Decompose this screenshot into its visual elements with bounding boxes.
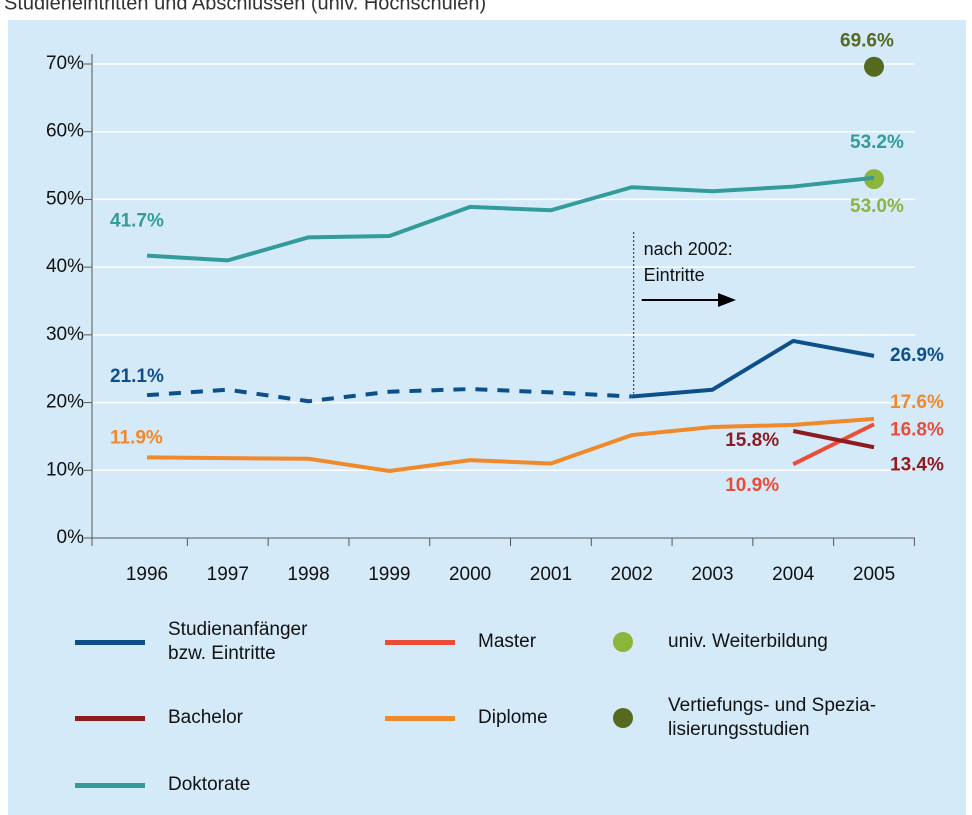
series-line <box>146 387 632 404</box>
data-label: 16.8% <box>890 419 944 440</box>
data-label: 53.2% <box>850 132 904 153</box>
data-label: 13.4% <box>890 454 944 475</box>
legend-key <box>385 630 455 654</box>
series-line <box>146 416 875 473</box>
y-tick-label: 10% <box>46 459 84 480</box>
x-tick-label: 2003 <box>691 564 733 585</box>
legend-key <box>75 773 145 797</box>
data-label: 15.8% <box>725 430 779 451</box>
data-label: 53.0% <box>850 196 904 217</box>
x-tick-label: 2005 <box>853 564 895 585</box>
legend-label: Diplome <box>478 707 548 728</box>
chart-title: Studieneintritten und Abschlüssen (univ.… <box>4 0 486 14</box>
legend-key <box>613 706 633 730</box>
series-line <box>631 338 875 399</box>
legend-item: Master <box>385 618 536 666</box>
legend-item: Doktorate <box>75 761 250 809</box>
x-tick-label: 2000 <box>449 564 491 585</box>
legend-label: Vertiefungs- und Spezia- lisierungsstudi… <box>668 695 877 740</box>
legend-item: univ. Weiterbildung <box>613 618 828 666</box>
data-label: 41.7% <box>110 211 164 232</box>
legend-item: Bachelor <box>75 694 243 742</box>
legend-item: Diplome <box>385 694 548 742</box>
data-label: 11.9% <box>110 427 163 448</box>
data-label: 26.9% <box>890 345 944 366</box>
legend-swatch <box>385 716 455 721</box>
y-tick-label: 50% <box>46 188 84 209</box>
annotation-arrowhead <box>718 293 736 307</box>
legend-swatch <box>613 632 633 652</box>
annotation: nach 2002: Eintritte <box>644 239 733 285</box>
panel <box>8 20 966 815</box>
legend-swatch <box>385 640 455 645</box>
y-tick-label: 40% <box>46 256 84 277</box>
legend-item: Vertiefungs- und Spezia- lisierungsstudi… <box>613 694 876 742</box>
y-tick-label: 0% <box>57 527 85 548</box>
legend-key <box>385 706 455 730</box>
legend-key <box>75 706 145 730</box>
x-tick-label: 1997 <box>207 564 249 585</box>
data-label: 17.6% <box>890 392 944 413</box>
legend-swatch <box>613 708 633 728</box>
legend-label: Bachelor <box>168 707 243 728</box>
series-marker <box>864 56 885 77</box>
x-tick-label: 1998 <box>287 564 329 585</box>
series-line <box>792 429 875 450</box>
data-label: 69.6% <box>840 31 894 52</box>
legend-label: Studienanfänger bzw. Eintritte <box>168 619 308 664</box>
x-tick-label: 1999 <box>368 564 410 585</box>
x-tick-label: 2002 <box>611 564 653 585</box>
legend-item: Studienanfänger bzw. Eintritte <box>75 618 307 666</box>
series-line <box>792 422 875 466</box>
series-line <box>146 175 875 263</box>
legend-label: Doktorate <box>168 774 251 795</box>
legend-key <box>613 630 633 654</box>
legend-label: univ. Weiterbildung <box>668 631 828 652</box>
legend-key <box>75 630 145 654</box>
x-tick-label: 1996 <box>126 564 168 585</box>
legend-swatch <box>75 640 145 645</box>
data-label: 10.9% <box>725 475 779 496</box>
legend-swatch <box>75 716 145 721</box>
legend-label: Master <box>478 631 537 652</box>
y-tick-label: 70% <box>46 53 84 74</box>
y-tick-label: 60% <box>46 121 84 142</box>
y-tick-label: 30% <box>46 324 84 345</box>
legend-swatch <box>75 783 145 788</box>
x-tick-label: 2004 <box>772 564 815 585</box>
x-tick-label: 2001 <box>530 564 572 585</box>
y-tick-label: 20% <box>46 392 84 413</box>
data-label: 21.1% <box>110 366 164 387</box>
